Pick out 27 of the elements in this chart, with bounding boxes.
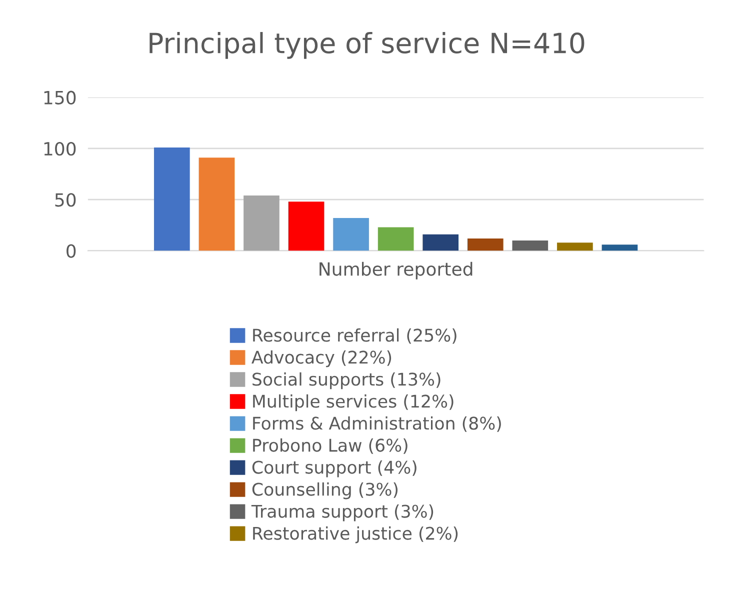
bar	[333, 218, 369, 251]
y-tick-label: 150	[44, 90, 76, 104]
bar	[557, 242, 593, 251]
legend-label: Probono Law (6%)	[253, 438, 408, 454]
bar	[602, 244, 638, 251]
bar	[467, 238, 504, 251]
legend-label: Multiple services (12%)	[253, 394, 454, 412]
legend-label: Advocacy (22%)	[252, 350, 392, 368]
x-tick-label: Number reported	[320, 262, 472, 280]
bar	[378, 227, 414, 251]
legend-label: Trauma support (3%)	[251, 504, 434, 522]
legend-label: Forms & Administration (8%)	[253, 416, 501, 432]
bar	[422, 234, 459, 251]
bar	[512, 240, 548, 251]
bar	[288, 202, 324, 251]
y-tick-label: 100	[44, 142, 76, 156]
legend-label: Resource referral (25%)	[253, 328, 456, 344]
y-tick-label: 0	[66, 244, 76, 258]
legend-label: Social supports (13%)	[252, 372, 440, 390]
legend-label: Counselling (3%)	[252, 482, 398, 500]
chart-title: Principal type of service N=410	[150, 32, 584, 59]
bar	[154, 147, 190, 251]
bar	[244, 196, 280, 251]
legend-label: Restorative justice (2%)	[253, 526, 458, 544]
y-tick-label: 50	[55, 193, 76, 207]
bar	[198, 158, 235, 251]
legend-label: Court support (4%)	[252, 460, 416, 478]
